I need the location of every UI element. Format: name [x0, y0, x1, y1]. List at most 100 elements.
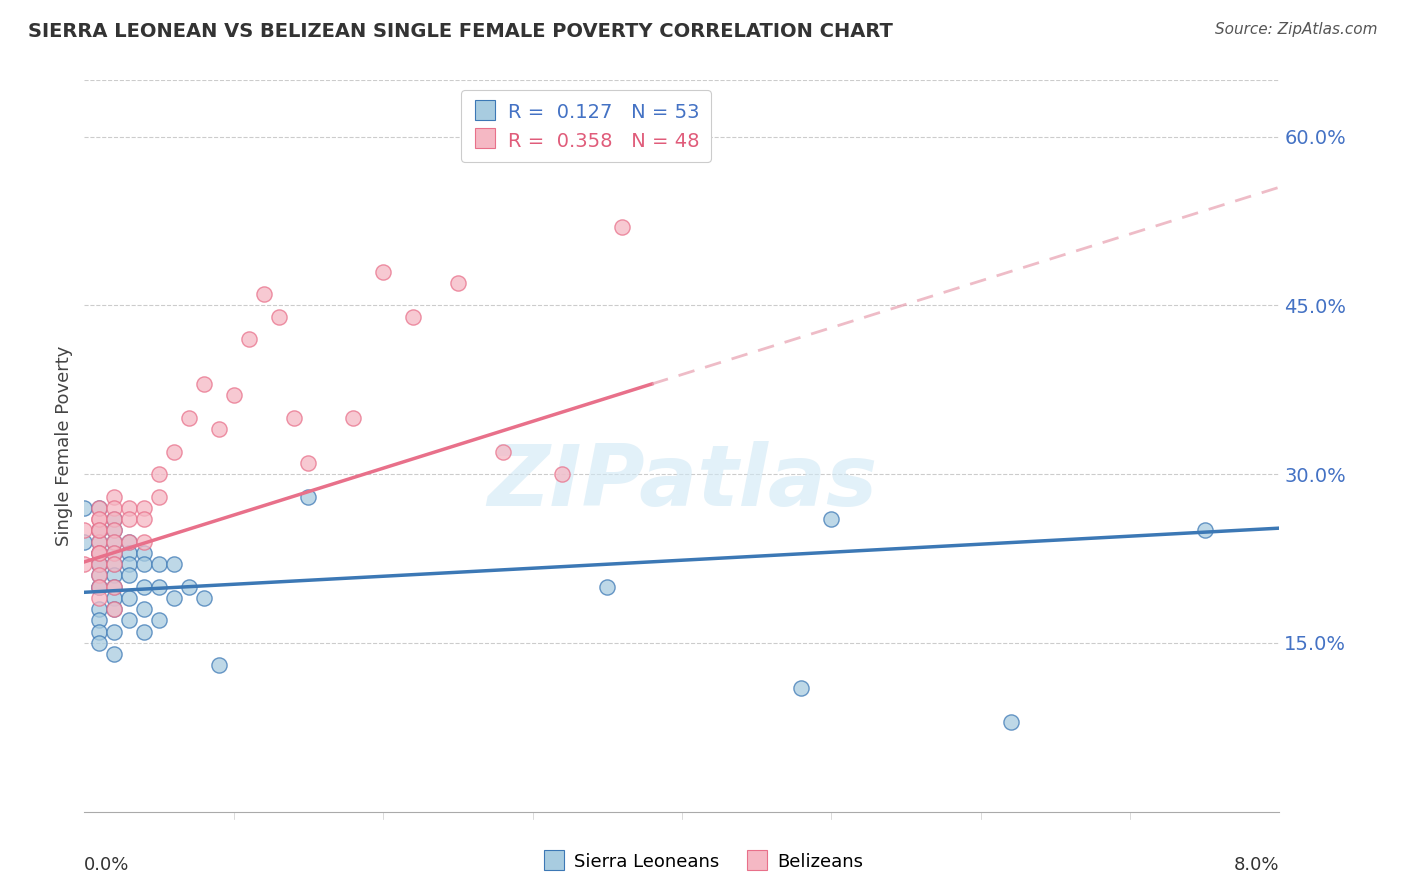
Point [132, 580, 156, 594]
Point [132, 534, 156, 549]
Point [89, 580, 111, 594]
Point [89, 500, 111, 515]
Point [253, 287, 276, 301]
Point [89, 512, 111, 526]
Point [132, 624, 156, 639]
Point [118, 546, 141, 560]
Point [73, 500, 96, 515]
Point [103, 602, 125, 616]
Point [208, 658, 231, 673]
Point [132, 500, 156, 515]
Point [132, 512, 156, 526]
Point [73, 524, 96, 538]
Point [103, 568, 125, 582]
Point [103, 602, 125, 616]
Point [132, 557, 156, 571]
Point [118, 500, 141, 515]
Point [103, 624, 125, 639]
Point [148, 614, 170, 628]
Point [89, 546, 111, 560]
Point [790, 681, 813, 695]
Point [118, 534, 141, 549]
Point [118, 591, 141, 605]
Point [342, 410, 364, 425]
Point [118, 557, 141, 571]
Point [103, 524, 125, 538]
Point [103, 500, 125, 515]
Text: 8.0%: 8.0% [1234, 855, 1279, 873]
Point [73, 557, 96, 571]
Point [118, 568, 141, 582]
Point [193, 591, 215, 605]
Point [103, 647, 125, 661]
Text: SIERRA LEONEAN VS BELIZEAN SINGLE FEMALE POVERTY CORRELATION CHART: SIERRA LEONEAN VS BELIZEAN SINGLE FEMALE… [28, 22, 893, 41]
Point [177, 580, 200, 594]
Point [89, 500, 111, 515]
Point [103, 534, 125, 549]
Point [89, 512, 111, 526]
Point [163, 557, 186, 571]
Point [89, 546, 111, 560]
Point [89, 557, 111, 571]
Point [103, 512, 125, 526]
Point [118, 534, 141, 549]
Text: 0.0%: 0.0% [84, 855, 129, 873]
Point [612, 219, 634, 234]
Point [208, 422, 231, 436]
Point [267, 310, 290, 324]
Point [103, 512, 125, 526]
Point [297, 456, 319, 470]
Point [163, 444, 186, 458]
Point [1194, 524, 1216, 538]
Y-axis label: Single Female Poverty: Single Female Poverty [55, 346, 73, 546]
Point [89, 524, 111, 538]
Point [148, 580, 170, 594]
Point [89, 557, 111, 571]
Point [103, 546, 125, 560]
Point [177, 410, 200, 425]
Point [89, 557, 111, 571]
Legend: R =  0.127   N = 53, R =  0.358   N = 48: R = 0.127 N = 53, R = 0.358 N = 48 [461, 90, 711, 162]
Point [103, 557, 125, 571]
Point [492, 444, 515, 458]
Point [163, 591, 186, 605]
Point [89, 524, 111, 538]
Point [89, 636, 111, 650]
Point [89, 524, 111, 538]
Point [73, 534, 96, 549]
Point [103, 534, 125, 549]
Point [222, 388, 245, 402]
Point [148, 557, 170, 571]
Point [103, 546, 125, 560]
Point [89, 614, 111, 628]
Legend: Sierra Leoneans, Belizeans: Sierra Leoneans, Belizeans [536, 845, 870, 879]
Point [283, 410, 305, 425]
Point [89, 524, 111, 538]
Point [89, 580, 111, 594]
Point [89, 568, 111, 582]
Point [132, 546, 156, 560]
Point [238, 332, 260, 346]
Point [551, 467, 574, 482]
Point [89, 568, 111, 582]
Point [103, 591, 125, 605]
Point [89, 602, 111, 616]
Point [148, 467, 170, 482]
Text: ZIPatlas: ZIPatlas [486, 441, 877, 524]
Point [89, 580, 111, 594]
Point [89, 624, 111, 639]
Point [148, 490, 170, 504]
Point [89, 534, 111, 549]
Point [89, 546, 111, 560]
Point [118, 614, 141, 628]
Point [103, 490, 125, 504]
Point [297, 490, 319, 504]
Point [89, 534, 111, 549]
Point [402, 310, 425, 324]
Point [596, 580, 619, 594]
Text: Source: ZipAtlas.com: Source: ZipAtlas.com [1215, 22, 1378, 37]
Point [89, 591, 111, 605]
Point [103, 580, 125, 594]
Point [118, 512, 141, 526]
Point [132, 602, 156, 616]
